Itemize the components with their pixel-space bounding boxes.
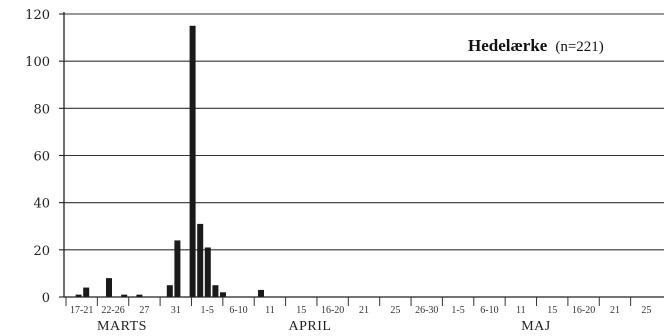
x-tick-label: 15 [296,305,306,316]
bar [75,294,82,297]
bar [136,294,143,297]
x-tick-label: 31 [171,305,181,316]
month-label: MARTS [97,319,147,334]
x-tick-label: 1-5 [200,305,213,316]
x-tick-label: 16-20 [572,305,595,316]
y-tick-label: 100 [25,55,50,70]
y-tick-label: 0 [42,291,50,306]
y-tick-label: 120 [25,8,50,23]
x-tick-label: 6-10 [480,305,498,316]
month-label: APRIL [289,319,332,334]
gridlines [64,13,664,251]
bar [189,25,196,298]
x-tick-label: 11 [265,305,275,316]
month-labels: MARTS APRIL MAJ [97,319,551,334]
bar [166,285,173,297]
bar [258,289,264,297]
x-tick-label: 15 [547,305,557,316]
x-tick-label: 1-5 [451,305,464,316]
x-tick-label: 26-30 [415,305,438,316]
x-tick-label: 11 [516,305,526,316]
bar [197,223,204,297]
x-tick-label: 22-26 [101,305,124,316]
bar [212,285,219,297]
y-tick-label: 60 [33,150,50,165]
chart-title: Hedelærke (n=221) [468,36,604,55]
x-tick-label: 25 [390,305,400,316]
x-tick-label: 25 [641,305,651,316]
x-tick-label: 17-21 [70,305,93,316]
y-tick-label: 80 [33,102,50,117]
bar [106,278,112,297]
chart-title-count: (n=221) [555,39,603,55]
month-label: MAJ [521,319,551,334]
y-tick-label: 40 [33,197,50,212]
bar [83,287,90,297]
bar [220,292,226,297]
x-tick-label: 6-10 [229,305,247,316]
bar [121,294,128,297]
x-axis-labels: 17-21 22-26 27 31 1-5 6-10 11 15 16-20 21 25 26-30 1… [65,297,651,316]
bar [174,240,181,297]
x-tick-label: 16-20 [321,305,344,316]
y-tick-label: 20 [33,244,50,259]
bar [204,247,211,297]
bars [75,25,264,298]
chart-title-species: Hedelærke [468,36,548,55]
x-tick-label: 27 [139,305,149,316]
x-tick-label: 21 [359,305,369,316]
y-axis-ticks: 0 20 40 60 80 100 120 [25,8,64,306]
x-tick-label: 21 [610,305,620,316]
